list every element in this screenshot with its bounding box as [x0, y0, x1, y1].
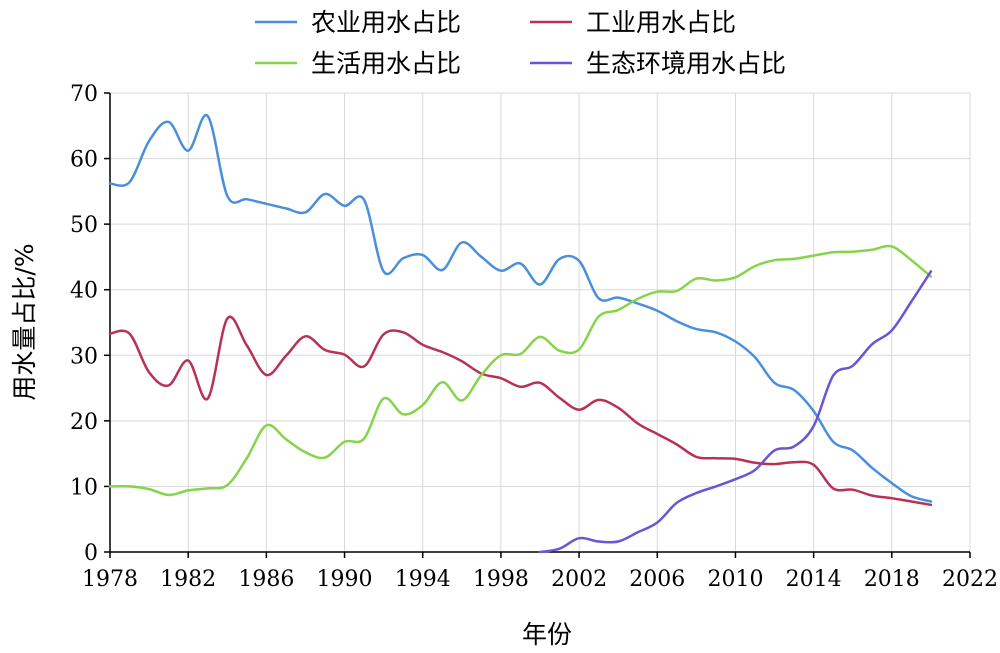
y-tick-label: 40 [70, 279, 98, 304]
x-tick-label: 1998 [473, 567, 529, 592]
x-tick-labels: 1978 1982 1986 1990 1994 1998 2002 2006 2010 2014… [82, 567, 998, 592]
y-tick-label: 0 [84, 541, 98, 566]
y-tick-label: 60 [70, 148, 98, 173]
legend-label-1: 农业用水占比 [311, 8, 461, 37]
x-tick-label: 1986 [238, 567, 294, 592]
axes [104, 92, 971, 558]
x-tick-label: 2022 [942, 567, 998, 592]
x-tick-label: 1978 [82, 567, 138, 592]
series-line-1 [108, 114, 933, 503]
y-tick-label: 70 [70, 82, 98, 107]
x-tick-label: 1994 [395, 567, 451, 592]
legend-label-4: 生态环境用水占比 [586, 49, 786, 78]
x-tick-label: 1990 [317, 567, 373, 592]
x-tick-label: 2018 [864, 567, 920, 592]
x-tick-label: 2006 [629, 567, 685, 592]
legend-label-3: 生活用水占比 [311, 49, 461, 78]
series-line-3 [108, 244, 933, 497]
y-tick-label: 10 [70, 475, 98, 500]
y-axis-title: 用水量占比/% [10, 243, 39, 400]
series-lines [108, 114, 933, 554]
x-tick-label: 2010 [707, 567, 763, 592]
y-tick-label: 20 [70, 410, 98, 435]
x-tick-label: 1982 [160, 567, 216, 592]
legend-label-2: 工业用水占比 [586, 8, 736, 37]
y-tick-label: 30 [70, 344, 98, 369]
series-line-4 [538, 270, 933, 554]
series-line-2 [108, 315, 933, 507]
x-axis-title: 年份 [522, 620, 572, 649]
y-tick-label: 50 [70, 213, 98, 238]
grid-lines [110, 92, 971, 552]
x-tick-label: 2002 [551, 567, 607, 592]
x-tick-label: 2014 [786, 567, 842, 592]
y-tick-labels: 0 10 20 30 40 50 60 70 [70, 82, 98, 566]
